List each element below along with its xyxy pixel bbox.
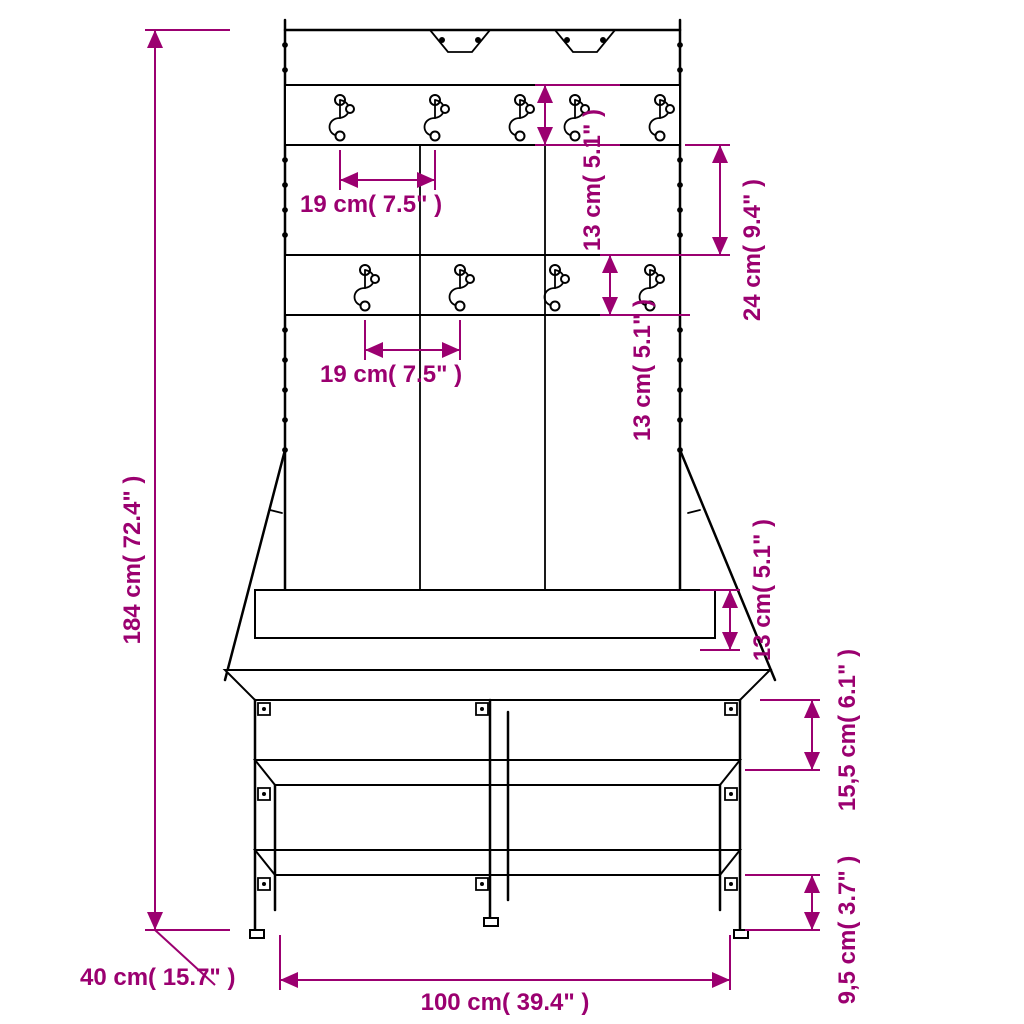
dim-shelf-upper: 15,5 cm( 6.1" ) [834,649,861,811]
dim-bar-h-top: 13 cm( 5.1" ) [579,109,606,251]
dim-backrest-h: 13 cm( 5.1" ) [749,519,776,661]
dim-depth: 40 cm( 15.7" ) [80,964,235,991]
dim-hook-spacing-top: 19 cm( 7.5" ) [300,191,442,218]
dim-width: 100 cm( 39.4" ) [421,989,590,1016]
dim-hook-spacing-bottom: 19 cm( 7.5" ) [320,361,462,388]
dim-bar-gap: 24 cm( 9.4" ) [739,179,766,321]
dim-shelf-lower: 9,5 cm( 3.7" ) [834,856,861,1005]
dim-bar-h-bottom: 13 cm( 5.1" ) [629,299,656,441]
coat-rack-drawing [225,20,775,938]
dim-total-height: 184 cm( 72.4" ) [119,476,146,645]
